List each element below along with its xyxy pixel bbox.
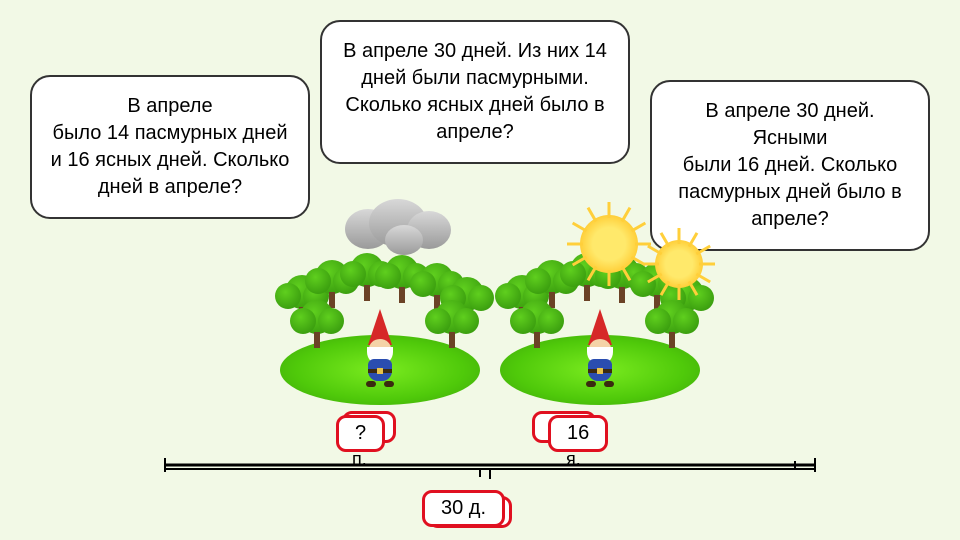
sun-icon — [580, 215, 638, 273]
tree-icon — [300, 300, 334, 348]
speech-bubble-center[interactable]: В апреле 30 дней. Из них 14 дней были па… — [320, 20, 630, 164]
cloud-icon — [345, 195, 455, 255]
gnome-icon — [360, 317, 400, 387]
tree-icon — [435, 300, 469, 348]
total-box-wrap: 30 д. — [420, 490, 540, 530]
sun-icon — [655, 240, 703, 288]
speech-bubble-left[interactable]: В апрелебыло 14 пасмурных дней и 16 ясны… — [30, 75, 310, 219]
value-box-right[interactable]: 16 — [548, 415, 608, 452]
value-box-left[interactable]: ? — [336, 415, 385, 452]
tree-icon — [520, 300, 554, 348]
value-box-total[interactable]: 30 д. — [422, 490, 505, 527]
gnome-icon — [580, 317, 620, 387]
tree-icon — [655, 300, 689, 348]
